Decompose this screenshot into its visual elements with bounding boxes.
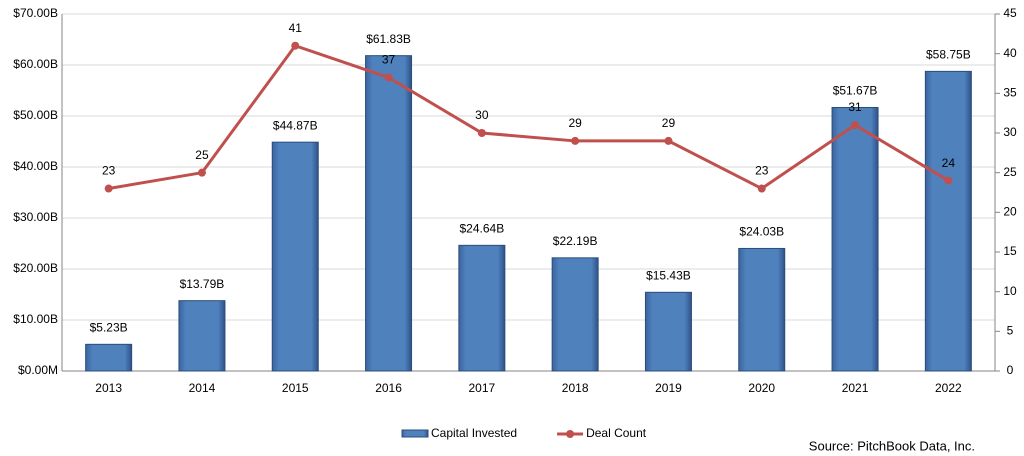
- y2-tick-label: 20: [1003, 205, 1017, 219]
- x-tick-label: 2017: [468, 381, 495, 395]
- bar-value-label: $61.83B: [366, 32, 411, 46]
- bar: [365, 55, 413, 372]
- legend-label: Capital Invested: [431, 426, 517, 440]
- bar-value-label: $13.79B: [180, 277, 225, 291]
- y2-tick-label: 40: [1003, 46, 1017, 60]
- y-tick-label: $10.00B: [13, 312, 58, 326]
- line-value-label: 23: [755, 164, 769, 178]
- x-tick-label: 2014: [189, 381, 216, 395]
- x-tick-label: 2015: [282, 381, 309, 395]
- source-note: Source: PitchBook Data, Inc.: [809, 438, 975, 453]
- y-tick-label: $20.00B: [13, 261, 58, 275]
- y2-tick-label: 25: [1003, 165, 1017, 179]
- x-tick-label: 2022: [935, 381, 962, 395]
- bar: [178, 300, 226, 372]
- line-value-label: 31: [848, 100, 862, 114]
- bar-value-label: $24.64B: [459, 222, 504, 236]
- line: [108, 43, 950, 191]
- line-value-label: 41: [289, 21, 303, 35]
- x-tick-label: 2021: [842, 381, 869, 395]
- y-tick-label: $40.00B: [13, 159, 58, 173]
- line-point: [197, 168, 206, 177]
- y2-tick-label: 5: [1007, 324, 1014, 338]
- y2-tick-label: 45: [1003, 6, 1017, 20]
- x-tick-label: 2016: [375, 381, 402, 395]
- bar: [458, 244, 506, 372]
- bar: [85, 343, 133, 372]
- line-point: [757, 184, 766, 193]
- line-value-label: 23: [102, 164, 116, 178]
- bar: [831, 106, 879, 372]
- bar: [924, 70, 972, 372]
- line-value-label: 24: [942, 156, 956, 170]
- line-point: [384, 73, 393, 82]
- y2-tick-label: 10: [1003, 284, 1017, 298]
- line-point: [104, 184, 113, 193]
- x-tick-label: 2013: [95, 381, 122, 395]
- line-point: [291, 41, 300, 50]
- y-tick-label: $30.00B: [13, 210, 58, 224]
- bar: [271, 141, 319, 372]
- bar: [738, 247, 786, 372]
- bar: [644, 291, 692, 372]
- x-tick-label: 2020: [748, 381, 775, 395]
- legend-label: Deal Count: [586, 426, 647, 440]
- y-tick-label: $70.00B: [13, 6, 58, 20]
- y-tick-label: $0.00M: [18, 363, 58, 377]
- legend-swatch: [401, 429, 429, 438]
- y-tick-label: $50.00B: [13, 108, 58, 122]
- line-point: [664, 136, 673, 145]
- line-value-label: 29: [662, 116, 676, 130]
- x-tick-label: 2018: [562, 381, 589, 395]
- y2-tick-label: 0: [1007, 363, 1014, 377]
- bar-value-label: $24.03B: [739, 225, 784, 239]
- bar-value-label: $51.67B: [833, 84, 878, 98]
- line-value-label: 25: [195, 148, 209, 162]
- legend-swatch-marker: [566, 430, 575, 438]
- line-value-label: 30: [475, 108, 489, 122]
- y-tick-label: $60.00B: [13, 57, 58, 71]
- bar: [551, 257, 599, 372]
- bar-value-label: $58.75B: [926, 48, 971, 62]
- line-point: [571, 136, 580, 145]
- bar-value-label: $22.19B: [553, 234, 598, 248]
- bar-value-label: $5.23B: [90, 320, 128, 334]
- y2-tick-label: 35: [1003, 86, 1017, 100]
- y2-tick-label: 30: [1003, 125, 1017, 139]
- line-value-label: 37: [382, 53, 396, 67]
- line-point: [944, 176, 953, 185]
- y2-tick-label: 15: [1003, 244, 1017, 258]
- bar-value-label: $15.43B: [646, 268, 691, 282]
- line-point: [477, 129, 486, 137]
- line-point: [851, 121, 860, 130]
- bar-value-label: $44.87B: [273, 118, 318, 132]
- line-value-label: 29: [568, 116, 582, 130]
- x-tick-label: 2019: [655, 381, 682, 395]
